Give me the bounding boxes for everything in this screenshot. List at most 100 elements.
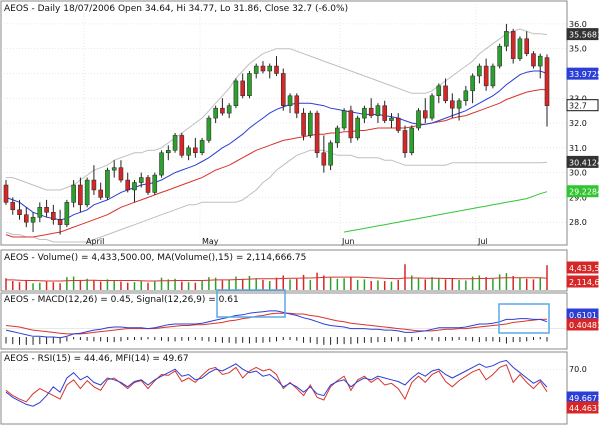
candle-down [240, 80, 245, 97]
price-y-tick: 28.0 [569, 218, 587, 227]
candle-up [213, 107, 218, 119]
price-tag: 35.5681 [569, 31, 600, 40]
price-tag-box [566, 155, 599, 168]
candle-up [30, 216, 36, 223]
price-y-tick: 35.0 [569, 45, 587, 54]
candle-down [51, 212, 56, 220]
candle-up [362, 107, 367, 119]
macd-highlight-box [216, 289, 286, 318]
candle-down [125, 179, 131, 191]
candle-down [314, 112, 320, 154]
candle-down [118, 167, 124, 181]
candle-down [57, 219, 63, 225]
candle-down [422, 110, 428, 119]
candle-up [111, 167, 117, 171]
macd-signal-line [5, 312, 548, 335]
candle-down [321, 152, 327, 166]
candle-up [355, 117, 360, 139]
ma-mid-line [5, 89, 547, 238]
candle-up [335, 127, 340, 144]
candle-up [436, 85, 442, 97]
candle-up [132, 182, 137, 191]
bollinger-bands [5, 28, 548, 243]
candle-up [206, 117, 212, 141]
volume-bars [5, 264, 548, 290]
bollinger-upper [6, 28, 548, 191]
price-tag-box [566, 99, 599, 112]
candle-down [193, 147, 198, 154]
bollinger-lower [5, 149, 548, 243]
price-tag: 32.7 [569, 102, 587, 111]
price-tag: 29.2284 [569, 188, 600, 197]
candle-up [429, 95, 435, 119]
candle-down [17, 209, 22, 215]
candle-down [98, 189, 103, 198]
candle-up [233, 80, 239, 106]
candle-down [10, 202, 16, 211]
candle-down [294, 95, 300, 114]
candle-down [483, 65, 489, 87]
ma-long-line [344, 191, 548, 233]
candle-down [531, 53, 536, 67]
candle-up [287, 95, 293, 106]
rsi-lines [5, 359, 548, 407]
candle-up [416, 110, 421, 129]
candle-up [84, 179, 90, 206]
volume-tag-box [566, 261, 599, 274]
volume-panel: 4,433,500 2,114,666 AEOS - Volume() = 4,4… [0, 249, 600, 292]
candle-up [456, 100, 462, 109]
candle-up [247, 73, 252, 97]
ma-short-line [5, 70, 548, 221]
macd-tag: 0.6101 [569, 311, 597, 320]
candle-down [220, 107, 225, 114]
rsi-tag: 44.4631 [569, 404, 600, 413]
candle-down [78, 184, 83, 206]
candle-up [199, 140, 205, 154]
candle-up [389, 117, 394, 121]
price-y-tick: 33.0 [569, 94, 587, 103]
rsi-line [5, 364, 548, 403]
price-y-tick: 36.0 [569, 20, 587, 29]
price-tag-box [566, 67, 599, 80]
volume-tags: 4,433,500 2,114,666 [566, 261, 600, 288]
candle-down [382, 105, 387, 121]
candle-up [470, 75, 475, 92]
candle-up [105, 169, 110, 198]
month-label: Jun [341, 237, 355, 246]
candle-up [226, 105, 232, 114]
rsi-y-tick: 70.0 [569, 365, 587, 374]
candle-down [443, 85, 448, 101]
price-y-tick: 32.0 [569, 119, 587, 128]
signal-tag-box [566, 318, 599, 331]
candle-up [537, 55, 543, 67]
candle-down [145, 177, 151, 193]
candle-up [152, 174, 158, 193]
price-tag-box [566, 28, 599, 41]
candle-up [341, 110, 347, 129]
candle-up [37, 207, 43, 218]
rsi-grid: 70.0 [1, 365, 587, 374]
price-tag: 30.4124 [569, 158, 600, 167]
candle-up [375, 105, 381, 116]
candle-up [409, 127, 415, 154]
volume-ma-tag-box [566, 275, 599, 288]
candle-down [450, 100, 455, 109]
candle-down [368, 107, 374, 116]
candle-down [274, 65, 279, 74]
candle-down [260, 65, 266, 72]
candle-up [267, 65, 273, 72]
macd-lines [5, 310, 548, 339]
price-panel: 36.035.034.033.032.031.030.029.028.0 35.… [0, 0, 600, 246]
rsi-title: AEOS - RSI(15) = 44.46, MFI(14) = 49.67 [4, 354, 189, 364]
candle-up [328, 142, 333, 166]
rsi-tag-box [566, 401, 599, 414]
price-y-tick: 31.0 [569, 144, 587, 153]
candle-down [510, 31, 516, 59]
signal-tag: 0.404811 [569, 321, 600, 330]
price-tag: 33.9725 [569, 70, 600, 79]
volume-ma-line [6, 276, 548, 282]
candle-up [166, 150, 171, 154]
